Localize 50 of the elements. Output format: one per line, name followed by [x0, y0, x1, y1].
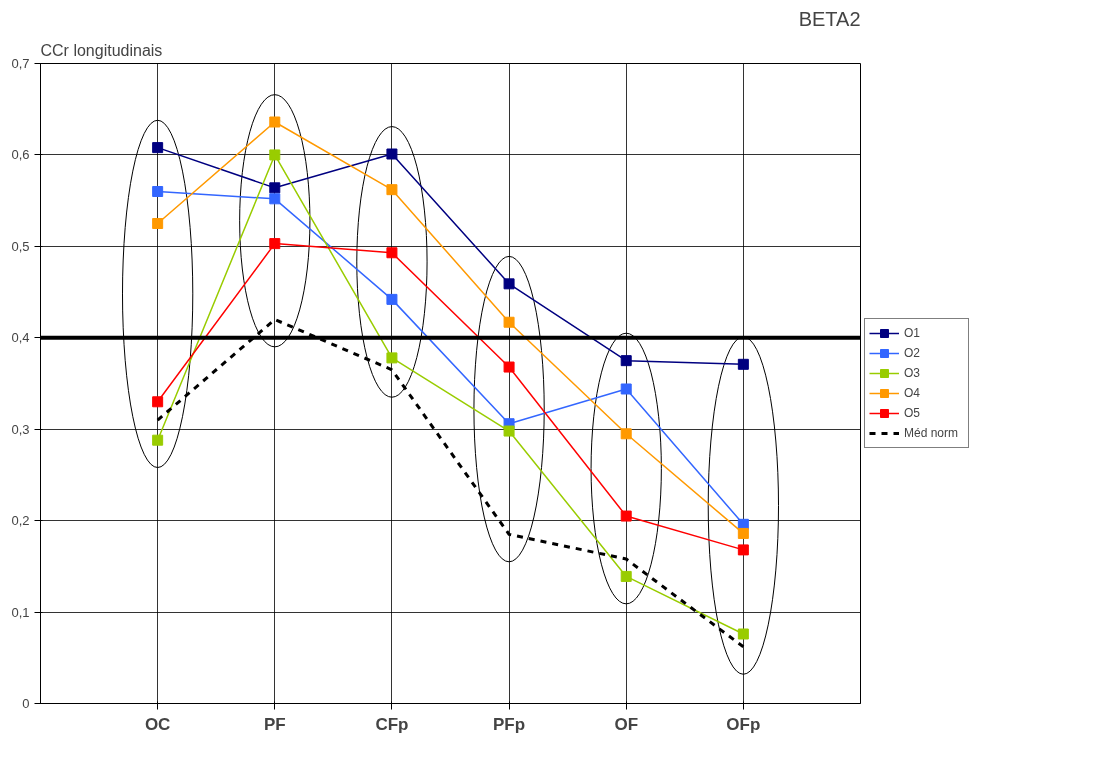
point	[152, 218, 164, 229]
chart-title: BETA2	[798, 7, 861, 30]
point	[269, 116, 281, 128]
point	[386, 352, 398, 364]
point	[386, 247, 398, 259]
x-tick-label: CFp	[375, 714, 409, 734]
x-tick-label: OFp	[726, 714, 761, 734]
point	[386, 293, 398, 305]
point	[269, 182, 281, 194]
point	[503, 278, 515, 290]
point	[269, 193, 281, 205]
y-tick-label: 0,6	[11, 147, 30, 163]
y-tick-label: 0,4	[11, 330, 30, 346]
legend-label: O4	[904, 386, 921, 400]
x-tick-label: OF	[614, 714, 639, 734]
y-tick-label: 0,7	[11, 56, 30, 71]
point	[737, 628, 749, 640]
point	[737, 527, 749, 539]
point	[152, 434, 164, 446]
point	[503, 425, 515, 437]
legend-label: Méd norm	[904, 426, 960, 440]
point	[503, 316, 515, 328]
point	[269, 238, 281, 250]
point	[152, 142, 164, 154]
y-tick-label: 0,3	[11, 421, 30, 437]
legend-label: O5	[904, 406, 921, 420]
point	[620, 383, 632, 395]
point	[386, 184, 398, 196]
point	[620, 570, 632, 582]
x-tick-label: PFp	[493, 714, 526, 734]
x-tick-label: OC	[144, 714, 171, 734]
y-tick-label: 0	[22, 696, 30, 711]
point	[503, 361, 515, 373]
legend-label: O1	[904, 326, 921, 340]
legend-label: O3	[904, 366, 921, 380]
point	[737, 358, 749, 370]
legend-label: O2	[904, 346, 921, 360]
point	[152, 186, 164, 197]
point	[620, 510, 632, 522]
y-axis-title: CCr longitudinais	[40, 41, 163, 59]
point	[152, 396, 164, 408]
point	[620, 355, 632, 367]
point	[620, 428, 632, 440]
y-tick-label: 0,5	[11, 238, 30, 254]
x-tick-label: PF	[263, 714, 286, 734]
y-tick-label: 0,2	[11, 513, 30, 529]
point	[269, 149, 281, 161]
y-tick-label: 0,1	[11, 604, 30, 620]
point	[386, 148, 398, 160]
point	[737, 544, 749, 556]
